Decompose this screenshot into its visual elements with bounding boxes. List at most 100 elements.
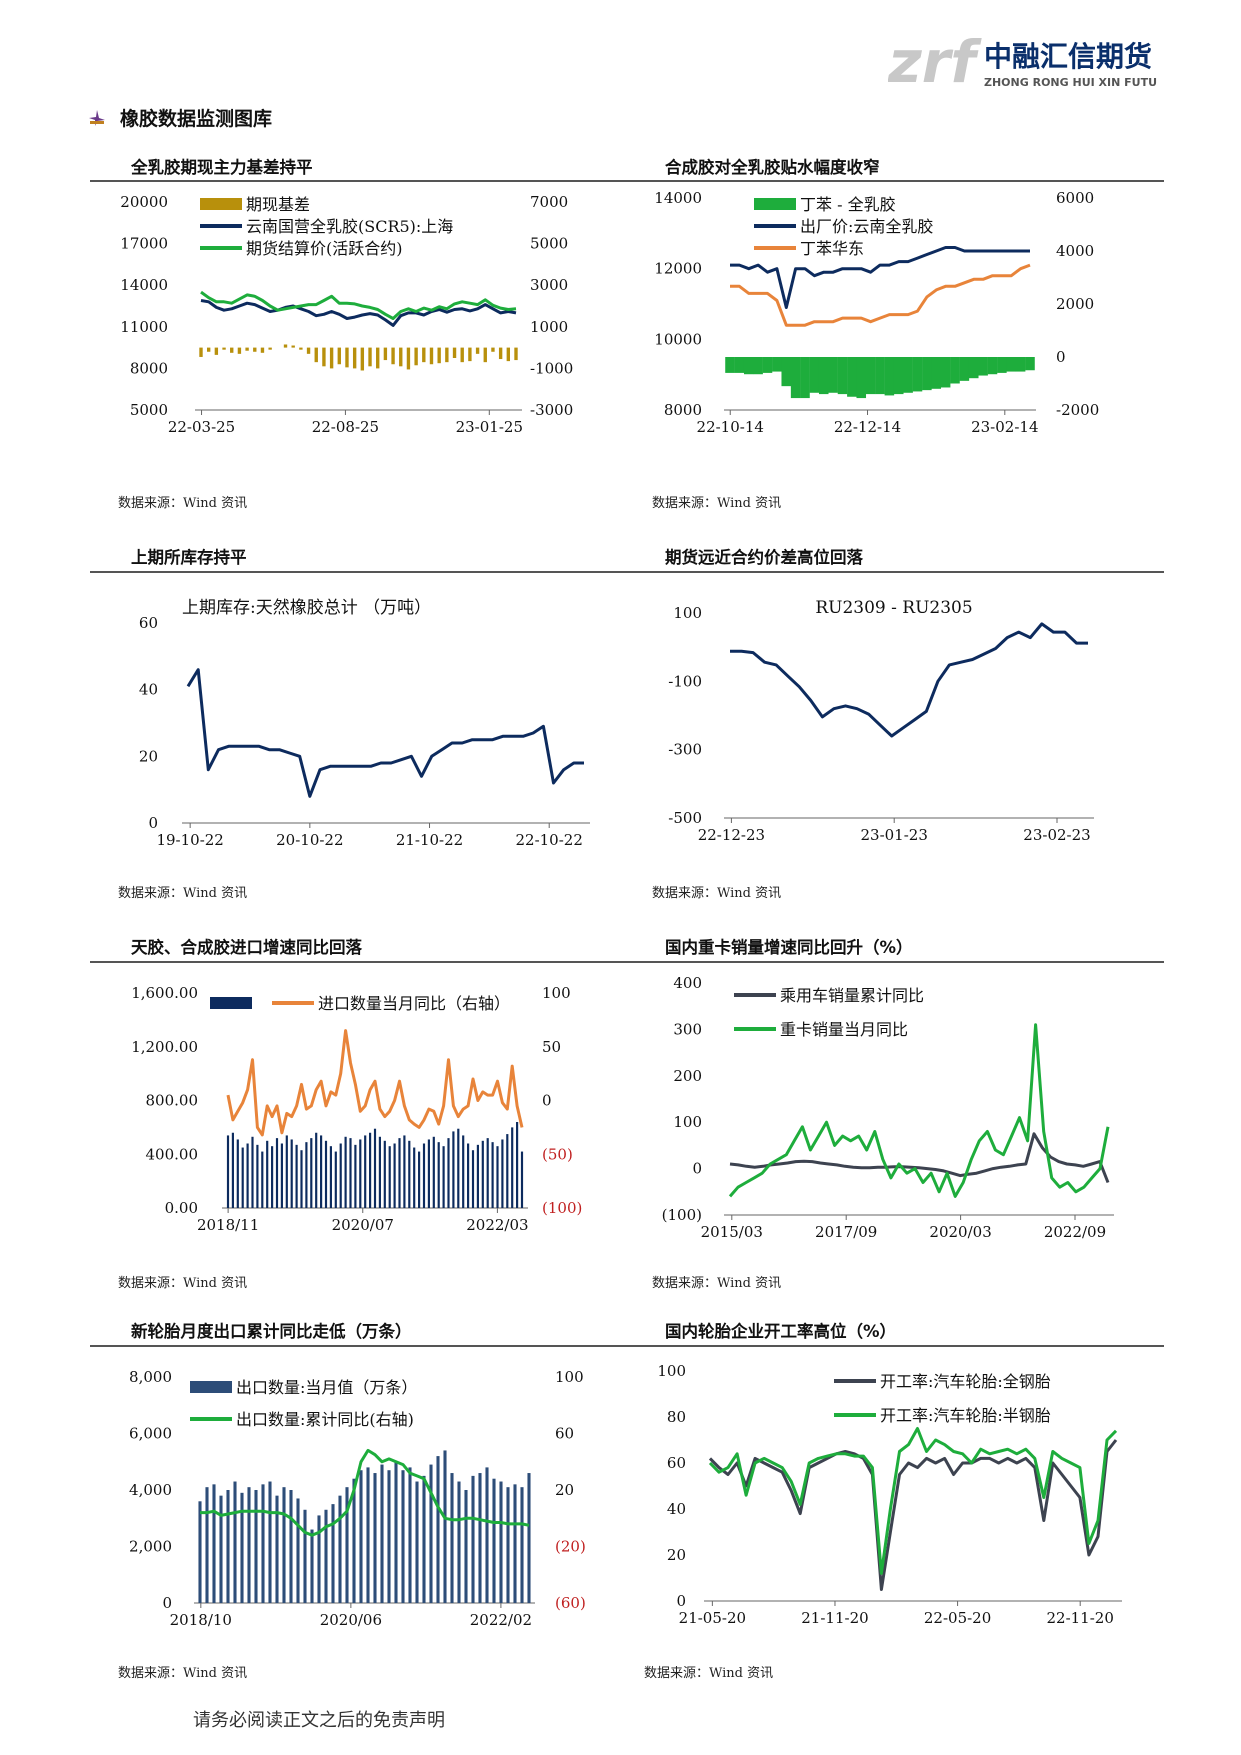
bar xyxy=(467,1143,470,1208)
x-tick-label: 23-02-23 xyxy=(1023,826,1090,844)
bar xyxy=(457,1481,461,1603)
bar xyxy=(310,1138,313,1208)
legend-swatch xyxy=(200,198,242,210)
panel-title-7: 新轮胎月度出口累计同比走低（万条） xyxy=(131,1322,412,1341)
x-tick-label: 22-03-25 xyxy=(168,418,235,436)
bar xyxy=(246,1143,249,1208)
y-tick-label: 40 xyxy=(667,1500,686,1518)
bar xyxy=(373,1128,377,1208)
legend-label: 进口数量当月同比（右轴） xyxy=(318,994,510,1013)
y-tick-label: 0 xyxy=(676,1592,686,1610)
bar xyxy=(352,347,357,369)
source-note-8: 数据来源：Wind 资讯 xyxy=(644,1666,774,1681)
bar xyxy=(408,1140,411,1208)
legend-label: 开工率:汽车轮胎:半钢胎 xyxy=(880,1406,1051,1425)
y-tick-label: 100 xyxy=(673,604,702,622)
bar xyxy=(251,1136,254,1208)
bar xyxy=(378,1136,381,1208)
y2-tick-label: (20) xyxy=(555,1538,586,1556)
x-tick-label: 22-11-20 xyxy=(1046,1609,1113,1627)
bar xyxy=(828,357,838,393)
panel-title-8: 国内轮胎企业开工率高位（%） xyxy=(665,1322,897,1341)
bar xyxy=(349,1138,352,1208)
bar xyxy=(422,1143,426,1208)
row-rule-3 xyxy=(90,961,1164,963)
bar xyxy=(266,1140,269,1208)
x-tick-label: 2022/09 xyxy=(1044,1223,1106,1241)
bar xyxy=(290,1139,293,1208)
x-tick-label: 23-01-25 xyxy=(456,418,523,436)
bar xyxy=(940,357,951,388)
x-tick-label: 22-08-25 xyxy=(312,418,379,436)
chart-title: RU2309 - RU2305 xyxy=(815,598,972,618)
section-title-text: 橡胶数据监测图库 xyxy=(120,108,273,130)
legend-label: 出口数量:累计同比(右轴) xyxy=(236,1410,414,1429)
bar xyxy=(476,1144,479,1208)
y-tick-label: 60 xyxy=(139,614,158,632)
y-tick-label: 40 xyxy=(139,681,158,699)
y-tick-label: 0 xyxy=(692,1160,702,1178)
chart-title: 上期库存:天然橡胶总计 （万吨） xyxy=(182,598,431,618)
bar xyxy=(734,357,745,373)
bar xyxy=(366,1467,370,1603)
bar xyxy=(442,1146,445,1208)
x-tick-label: 22-05-20 xyxy=(924,1609,991,1627)
y-tick-label: 14000 xyxy=(654,189,702,207)
series-line xyxy=(708,1439,1118,1591)
bar xyxy=(383,1140,386,1208)
row-rule-4 xyxy=(90,1345,1164,1347)
bar xyxy=(373,1473,377,1603)
bar xyxy=(317,1515,321,1603)
y-tick-label: 8,000 xyxy=(129,1368,172,1386)
bullet-icon xyxy=(89,109,105,126)
bar xyxy=(261,1151,264,1208)
bar xyxy=(471,1150,475,1208)
x-tick-label: 23-02-14 xyxy=(971,418,1038,436)
bar xyxy=(337,347,341,365)
y-tick-label: 1,200.00 xyxy=(131,1038,198,1056)
bar xyxy=(334,1151,337,1208)
source-note-1: 数据来源：Wind 资讯 xyxy=(118,496,248,511)
bar xyxy=(432,1136,435,1208)
chart-truck-sales: 400 300 200 100 0 (100)2015/03 2017/09 2020/03 2… xyxy=(662,974,1114,1241)
bar xyxy=(230,347,234,353)
bar xyxy=(364,1135,367,1208)
bar xyxy=(275,1138,279,1208)
bar xyxy=(261,1484,265,1603)
y-tick-label: 20000 xyxy=(120,193,168,211)
bar xyxy=(271,1146,274,1208)
bar xyxy=(295,1144,298,1208)
bar xyxy=(236,1139,239,1208)
legend-label: 重卡销量当月同比 xyxy=(780,1020,908,1039)
bar xyxy=(1015,357,1026,372)
y2-tick-label: 1000 xyxy=(530,318,568,336)
source-note-4: 数据来源：Wind 资讯 xyxy=(652,886,782,901)
bar xyxy=(241,1147,244,1208)
y2-tick-label: (60) xyxy=(555,1594,586,1612)
bar xyxy=(310,1529,314,1603)
bar xyxy=(415,1481,419,1603)
chart-synthetic-spread: 14000 12000 10000 8000 6000 4000 2000 0 -2000 22-… xyxy=(654,189,1099,436)
y-tick-label: 1,600.00 xyxy=(131,984,198,1002)
panel-title-1: 全乳胶期现主力基差持平 xyxy=(131,158,313,177)
x-tick-label: 2018/11 xyxy=(197,1216,259,1234)
bar xyxy=(527,1473,531,1603)
legend-swatch xyxy=(210,997,252,1009)
legend-label: 丁苯 - 全乳胶 xyxy=(800,195,896,214)
x-tick-label: 2020/06 xyxy=(320,1611,382,1629)
y-tick-label: -500 xyxy=(668,809,702,827)
bar xyxy=(422,347,426,363)
bar xyxy=(345,347,349,368)
y-tick-label: 6,000 xyxy=(129,1425,172,1443)
bar xyxy=(516,1122,519,1208)
bar xyxy=(198,1501,202,1603)
series-line xyxy=(708,1427,1118,1575)
bar xyxy=(429,1464,433,1603)
bar xyxy=(285,1135,288,1208)
bar xyxy=(884,357,895,396)
bar xyxy=(359,1139,362,1208)
series-line xyxy=(200,290,517,320)
bar xyxy=(520,1487,524,1603)
bar xyxy=(256,1144,259,1208)
bar xyxy=(233,1481,237,1603)
